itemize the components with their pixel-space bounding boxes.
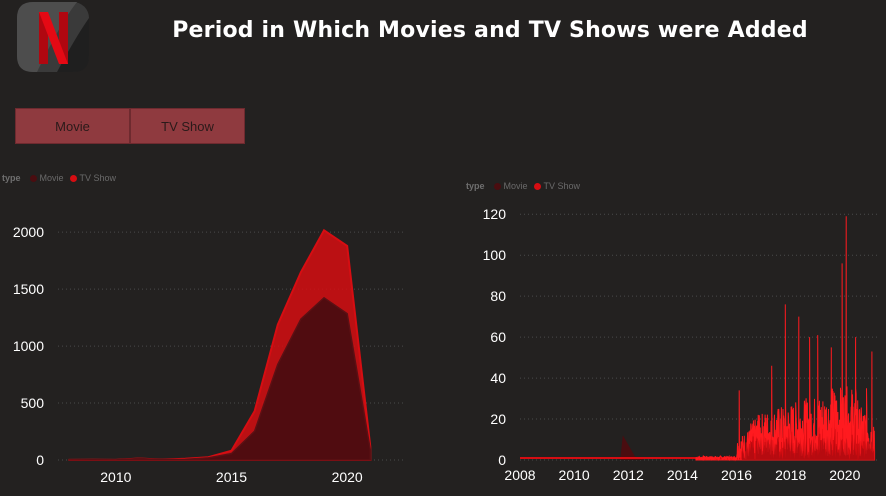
y-tick-label: 1500 [13, 281, 44, 297]
y-tick-label: 60 [490, 329, 506, 345]
legend-tv-show-swatch [69, 174, 77, 182]
x-tick-label: 2014 [667, 467, 698, 483]
legend-movie-swatch [29, 174, 37, 182]
netflix-n-icon [39, 12, 68, 64]
legend-movie-label: Movie [503, 181, 528, 191]
legend-movie-label: Movie [39, 173, 64, 183]
y-tick-label: 1000 [13, 338, 44, 354]
legend-left: type Movie TV Show [2, 173, 116, 183]
legend-tv-show-label: TV Show [79, 173, 117, 183]
y-tick-label: 80 [490, 288, 506, 304]
y-tick-label: 0 [498, 452, 506, 468]
y-tick-label: 40 [490, 370, 506, 386]
x-tick-label: 2008 [504, 467, 535, 483]
x-tick-label: 2012 [613, 467, 644, 483]
y-tick-label: 0 [36, 452, 44, 468]
movie-area [520, 435, 645, 460]
y-tick-label: 120 [483, 206, 507, 222]
legend-title: type [2, 173, 21, 183]
movie-area [68, 296, 372, 461]
legend-title: type [466, 181, 485, 191]
legend-tv-show-label: TV Show [543, 181, 581, 191]
yearly-added-area-chart: 0 500 1000 1500 2000 2010 2015 2020 [13, 224, 405, 485]
daily-added-area-chart: 0 20 40 60 80 100 120 2008 2010 2012 2014 2016 2018 2… [483, 206, 880, 483]
legend-right: type Movie TV Show [466, 181, 580, 191]
y-tick-label: 20 [490, 411, 506, 427]
x-tick-label: 2016 [721, 467, 752, 483]
filter-movie-button[interactable]: Movie [15, 108, 130, 144]
y-tick-label: 2000 [13, 224, 44, 240]
x-tick-label: 2020 [332, 469, 363, 485]
filter-tv-show-button[interactable]: TV Show [130, 108, 245, 144]
x-tick-label: 2018 [775, 467, 806, 483]
x-tick-label: 2010 [100, 469, 131, 485]
legend-tv-show-swatch [533, 182, 541, 190]
x-tick-label: 2020 [829, 467, 860, 483]
y-tick-label: 100 [483, 247, 507, 263]
x-tick-label: 2015 [216, 469, 247, 485]
netflix-logo [17, 2, 89, 72]
legend-movie-swatch [493, 182, 501, 190]
movie-area [741, 435, 875, 460]
tv-show-area [695, 216, 876, 462]
page-title: Period in Which Movies and TV Shows were… [172, 18, 808, 43]
y-tick-label: 500 [21, 395, 45, 411]
x-tick-label: 2010 [559, 467, 590, 483]
